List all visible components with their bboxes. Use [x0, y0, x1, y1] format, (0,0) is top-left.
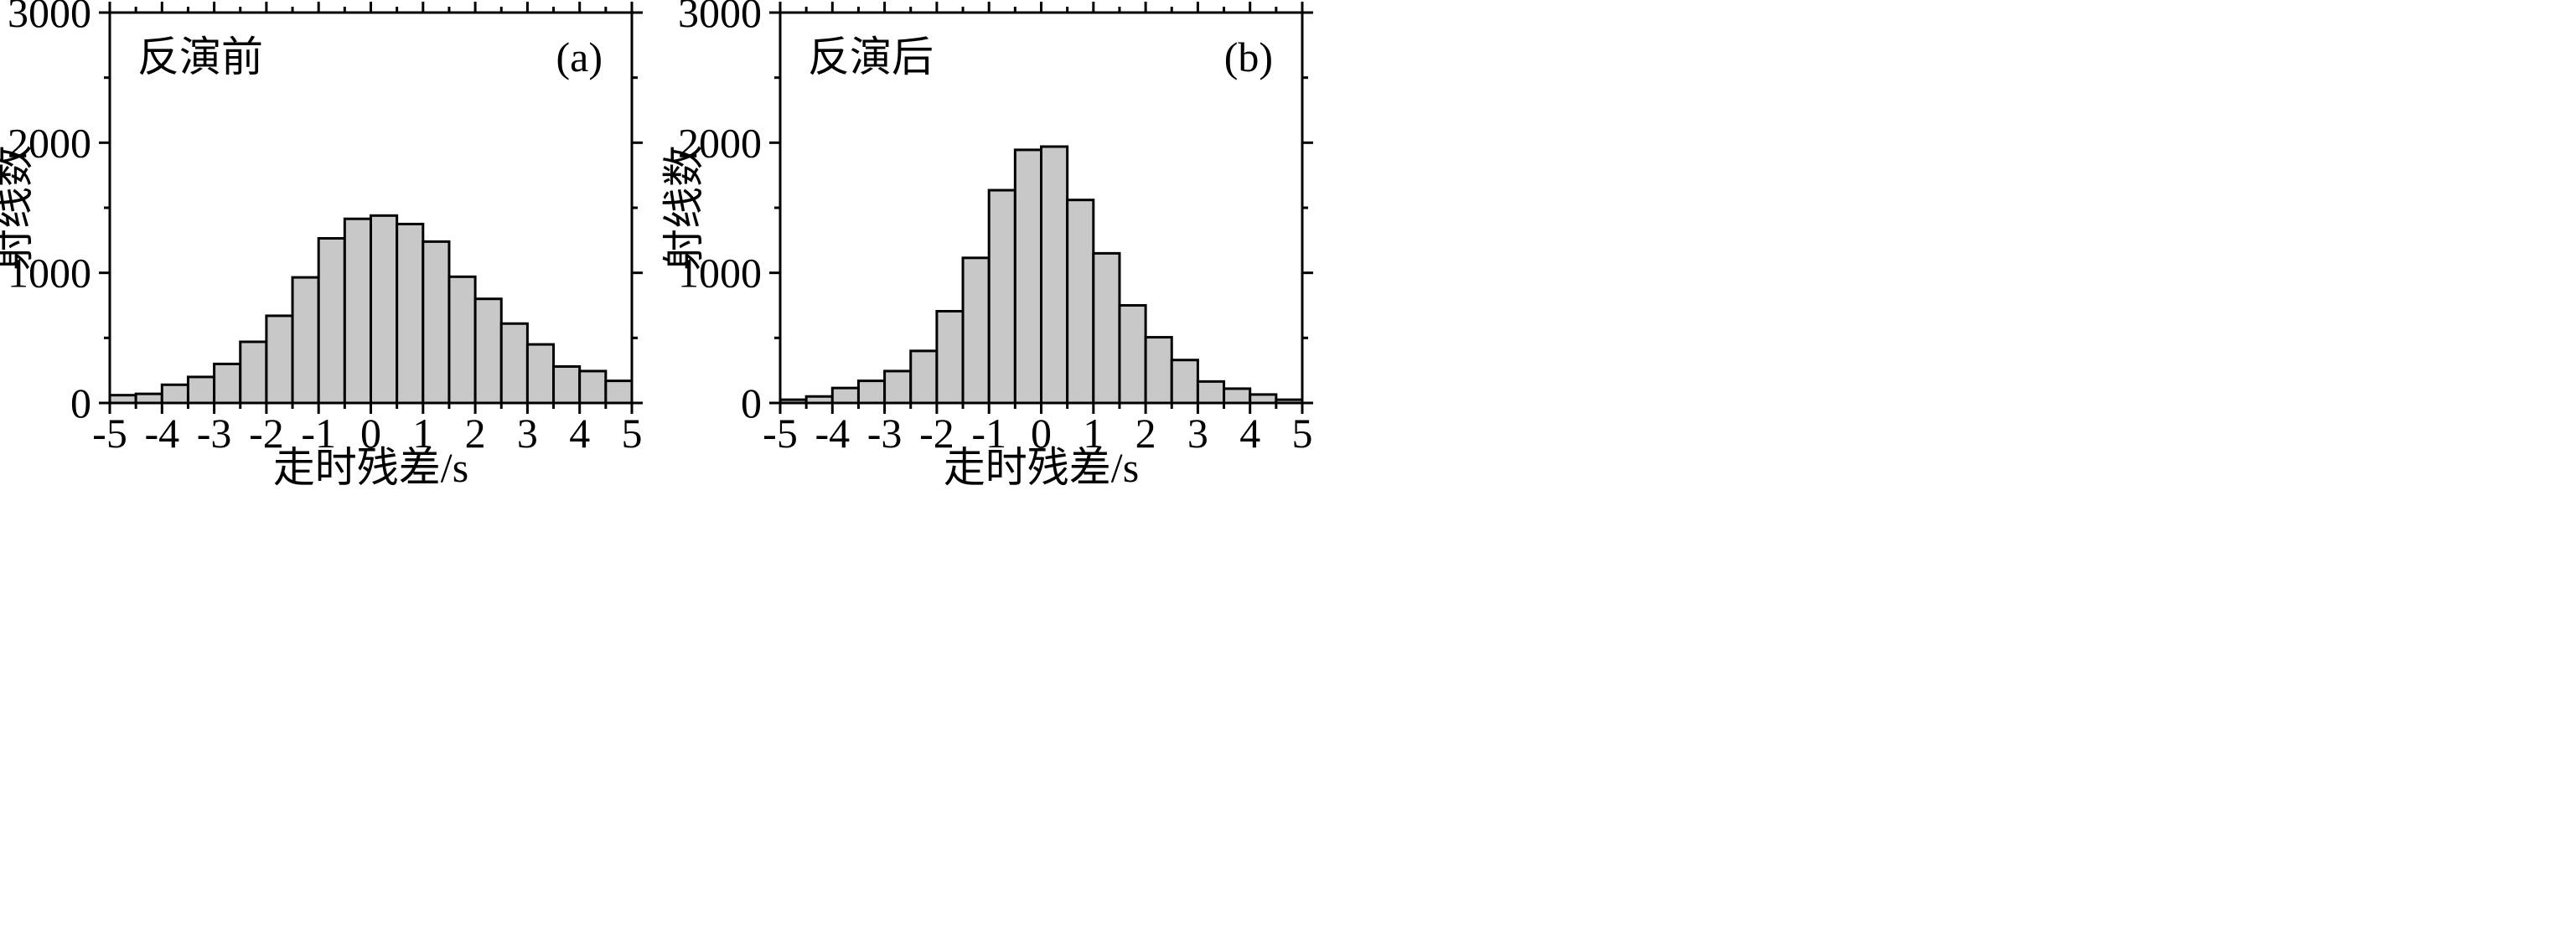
panel-label: (b)	[1224, 34, 1273, 80]
x-tick-label: 0	[1031, 410, 1052, 457]
bar	[473, 297, 503, 405]
x-tick-label: 2	[1135, 410, 1156, 457]
x-tick-label: -1	[971, 410, 1006, 457]
bar	[499, 322, 529, 405]
bar	[422, 240, 451, 405]
bar	[134, 392, 163, 405]
bar	[1249, 393, 1278, 405]
bar	[1144, 336, 1173, 405]
bar	[1223, 387, 1252, 405]
bar	[1040, 145, 1069, 405]
bar	[213, 362, 242, 405]
bar	[370, 214, 399, 405]
x-axis-label: 走时残差/s	[273, 444, 468, 491]
bar	[987, 188, 1016, 405]
bar	[552, 365, 582, 405]
x-tick-label: 5	[622, 410, 643, 457]
x-tick-label: -5	[763, 410, 798, 457]
x-tick-label: 1	[1083, 410, 1104, 457]
bar	[883, 369, 913, 405]
panel-label: (a)	[556, 34, 603, 80]
x-tick-label: 5	[1292, 410, 1313, 457]
y-tick-label: 2000	[8, 119, 91, 166]
bar	[856, 380, 887, 405]
y-axis-label: 射线数	[0, 145, 37, 271]
y-tick-label: 3000	[8, 0, 91, 36]
bar-group	[108, 214, 634, 405]
x-tick-label: -1	[301, 410, 336, 457]
x-tick-label: -4	[144, 410, 179, 457]
y-tick-label: 0	[70, 380, 91, 426]
bar	[186, 375, 216, 405]
x-tick-label: 3	[517, 410, 538, 457]
annotation-label: 反演后	[808, 34, 934, 80]
bar	[935, 309, 965, 405]
x-tick-label: -4	[815, 410, 850, 457]
x-tick-label: 3	[1187, 410, 1208, 457]
bar	[578, 369, 608, 405]
x-tick-label: 1	[412, 410, 433, 457]
y-axis-label: 射线数	[660, 145, 707, 271]
bar	[1013, 148, 1042, 405]
bar	[961, 256, 991, 405]
x-tick-label: -5	[92, 410, 127, 457]
bar	[160, 383, 189, 405]
x-tick-label: 2	[465, 410, 486, 457]
y-tick-label: 1000	[678, 250, 762, 297]
x-axis-label: 走时残差/s	[944, 444, 1139, 491]
bar	[830, 386, 860, 405]
bar	[525, 343, 556, 405]
x-tick-label: 4	[1239, 410, 1260, 457]
bar	[1066, 199, 1095, 405]
bar	[239, 340, 268, 405]
bar	[604, 380, 634, 405]
bar	[909, 349, 939, 405]
y-tick-label: 3000	[678, 0, 762, 36]
x-tick-label: -2	[249, 410, 284, 457]
y-tick-label: 0	[741, 380, 762, 426]
bar	[1118, 304, 1147, 405]
x-tick-label: -3	[197, 410, 232, 457]
bar	[291, 276, 320, 405]
bar	[396, 222, 425, 405]
annotation-label: 反演前	[137, 34, 263, 80]
bar	[1196, 380, 1226, 405]
bar	[317, 237, 346, 405]
x-tick-label: 0	[360, 410, 381, 457]
y-tick-label: 2000	[678, 119, 762, 166]
x-tick-label: -2	[919, 410, 954, 457]
x-tick-label: 4	[569, 410, 590, 457]
bar	[447, 275, 477, 405]
x-tick-label: -3	[867, 410, 903, 457]
bar	[343, 217, 373, 405]
bar	[1170, 359, 1199, 405]
bar-group	[778, 145, 1304, 405]
bar	[265, 314, 294, 405]
y-tick-label: 1000	[8, 250, 91, 297]
bar	[1092, 251, 1121, 405]
